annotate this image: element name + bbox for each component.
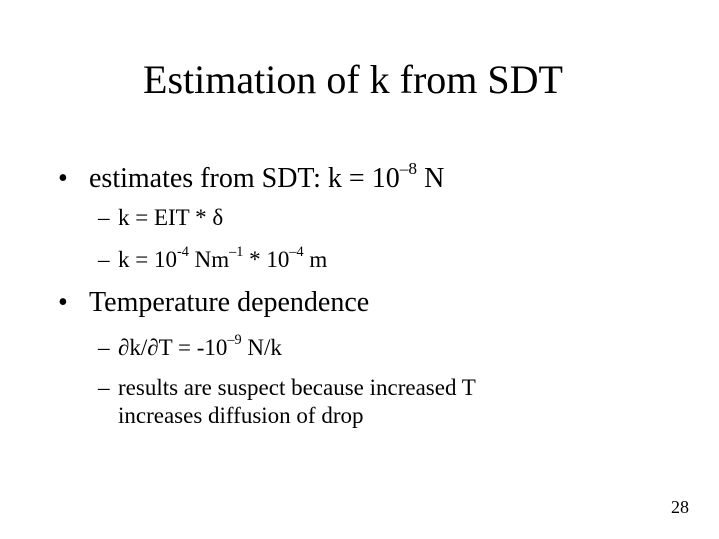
subitem-dk-dt: – ∂k/∂T = -10–9 N/k [98, 332, 282, 362]
subitem-k-eit: – k = EIT * δ [98, 204, 223, 232]
slide-title: Estimation of k from SDT [143, 57, 563, 102]
bullet-text: estimates from SDT: k = 10–8 N [89, 159, 445, 194]
subitem-marker: – [98, 247, 110, 272]
subitem-text: k = 10-4 Nm–1 * 10–4 m [118, 244, 328, 272]
bullet-text: Temperature dependence [89, 287, 370, 318]
subitem-text-line-2: increases diffusion of drop [118, 403, 364, 428]
subitem-text-line-1: results are suspect because increased T [118, 375, 476, 400]
subitem-marker: – [98, 375, 110, 400]
subitem-text: k = EIT * δ [118, 205, 224, 230]
subitem-results: – results are suspect because increased T… [98, 374, 476, 430]
bullet-marker: • [58, 163, 68, 194]
page-number: 28 [671, 497, 689, 517]
subitem-marker: – [98, 335, 110, 360]
subitem-k-value: – k = 10-4 Nm–1 * 10–4 m [98, 244, 328, 274]
subitem-text: ∂k/∂T = -10–9 N/k [118, 332, 282, 360]
bullet-estimates: • estimates from SDT: k = 10–8 N [58, 159, 445, 196]
bullet-temperature: • Temperature dependence [58, 286, 369, 320]
bullet-marker: • [58, 287, 68, 318]
subitem-marker: – [98, 205, 110, 230]
